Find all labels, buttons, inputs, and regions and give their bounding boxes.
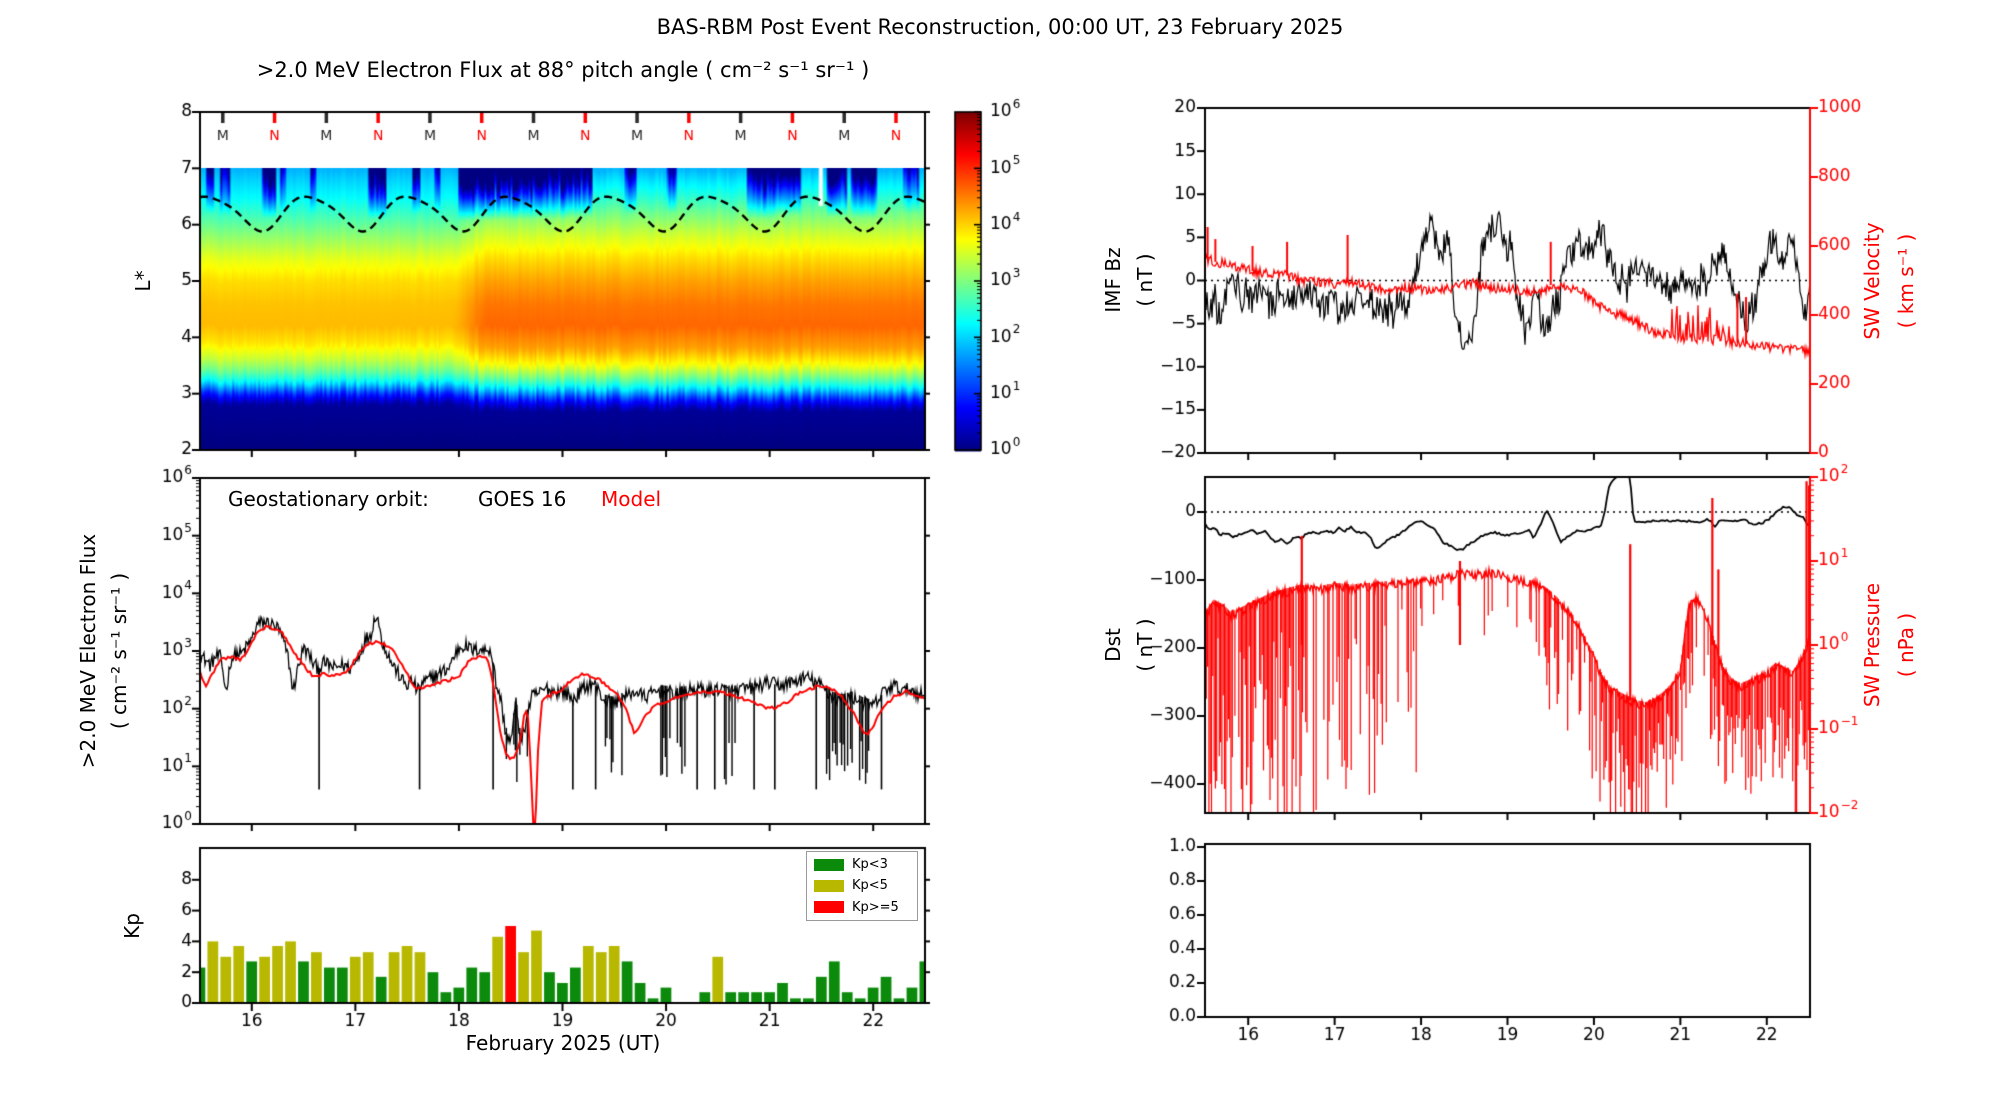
colorbar	[955, 112, 981, 450]
imf-ylabel-line1: IMF Bz	[1101, 247, 1125, 313]
sw-pressure-label-line2: ( nPa )	[1894, 612, 1918, 678]
kp-legend-label-low: Kp<3	[852, 857, 888, 873]
dst-pressure-panel	[1205, 477, 1810, 813]
imf-ylabel-line2: ( nT )	[1133, 253, 1157, 307]
kp-green-swatch	[814, 858, 844, 871]
imf-sw-panel	[1205, 108, 1810, 453]
heatmap-ylabel: L*	[131, 270, 155, 292]
kp-olive-swatch	[814, 879, 844, 892]
heatmap-panel	[200, 112, 925, 450]
kp-red-swatch	[814, 901, 844, 914]
kp-legend: Kp<3 Kp<5 Kp>=5	[806, 851, 918, 921]
kp-legend-item-low: Kp<3	[807, 857, 917, 872]
kp-ylabel: Kp	[120, 913, 144, 939]
kp-xlabel: February 2025 (UT)	[465, 1031, 661, 1055]
kp-legend-item-mid: Kp<5	[807, 878, 917, 893]
sw-velocity-label-line2: ( km s⁻¹ )	[1894, 233, 1918, 329]
flux-ylabel-line1: >2.0 MeV Electron Flux	[76, 533, 100, 769]
flux-ylabel-line2: ( cm⁻² s⁻¹ sr⁻¹ )	[107, 572, 131, 730]
dst-ylabel-line2: ( nT )	[1133, 618, 1157, 672]
empty-panel	[1205, 844, 1810, 1017]
flux-series-goes16-label: GOES 16	[478, 487, 567, 511]
kp-legend-label-high: Kp>=5	[852, 899, 899, 915]
sw-pressure-label-line1: SW Pressure	[1860, 582, 1884, 708]
kp-legend-item-high: Kp>=5	[807, 900, 917, 915]
flux-annotation-prefix: Geostationary orbit:	[228, 487, 429, 511]
dst-ylabel-line1: Dst	[1101, 628, 1125, 662]
goes-flux-panel	[200, 478, 925, 824]
sw-velocity-label-line1: SW Velocity	[1860, 222, 1884, 340]
flux-series-model-label: Model	[601, 487, 662, 511]
kp-legend-label-mid: Kp<5	[852, 878, 888, 894]
heatmap-title: >2.0 MeV Electron Flux at 88° pitch angl…	[256, 58, 870, 82]
page-title: BAS-RBM Post Event Reconstruction, 00:00…	[656, 15, 1344, 39]
